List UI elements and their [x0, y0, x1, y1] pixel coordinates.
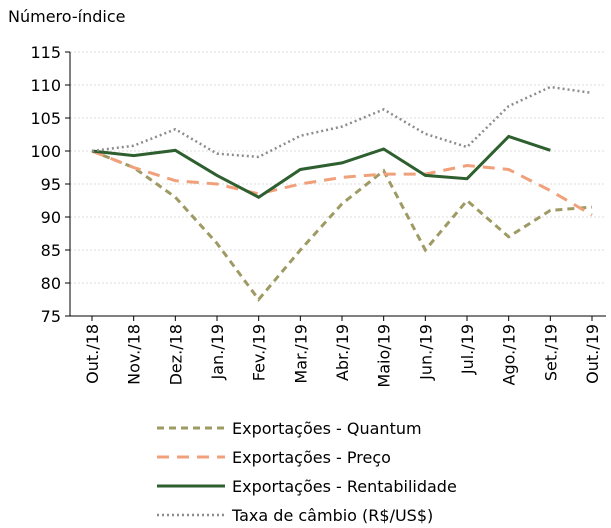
y-axis-label: Número-índice [8, 7, 125, 26]
y-tick-label: 100 [30, 142, 61, 161]
x-tick-label: Maio/19 [375, 324, 394, 388]
y-tick-label: 90 [41, 208, 61, 227]
x-tick-label: Dez./18 [166, 324, 185, 385]
x-tick-label: Set./19 [541, 324, 560, 381]
legend-label: Taxa de câmbio (R$/US$) [231, 506, 433, 524]
y-tick-label: 85 [41, 241, 61, 260]
x-tick-label: Out./18 [83, 324, 102, 384]
legend-label: Exportações - Rentabilidade [232, 477, 457, 496]
x-tick-label: Jan./19 [208, 324, 227, 381]
legend-label: Exportações - Quantum [232, 419, 422, 438]
series-line [91, 134, 551, 199]
legend-label: Exportações - Preço [232, 448, 391, 467]
y-tick-label: 115 [30, 43, 61, 62]
y-tick-label: 75 [41, 307, 61, 326]
x-tick-label: Mar./19 [291, 324, 310, 384]
x-tick-label: Ago./19 [500, 324, 519, 385]
y-tick-label: 110 [30, 76, 61, 95]
series-line [91, 149, 593, 302]
series-line [91, 85, 593, 159]
y-tick-label: 95 [41, 175, 61, 194]
series-line [91, 149, 593, 217]
x-tick-label: Abr./19 [333, 324, 352, 381]
x-tick-label: Fev./19 [250, 324, 269, 381]
x-tick-label: Nov./18 [125, 324, 144, 385]
y-tick-label: 105 [30, 109, 61, 128]
y-tick-label: 80 [41, 274, 61, 293]
x-tick-label: Out./19 [583, 324, 602, 384]
x-tick-label: Jul./19 [458, 324, 477, 375]
x-tick-label: Jun./19 [416, 324, 435, 381]
